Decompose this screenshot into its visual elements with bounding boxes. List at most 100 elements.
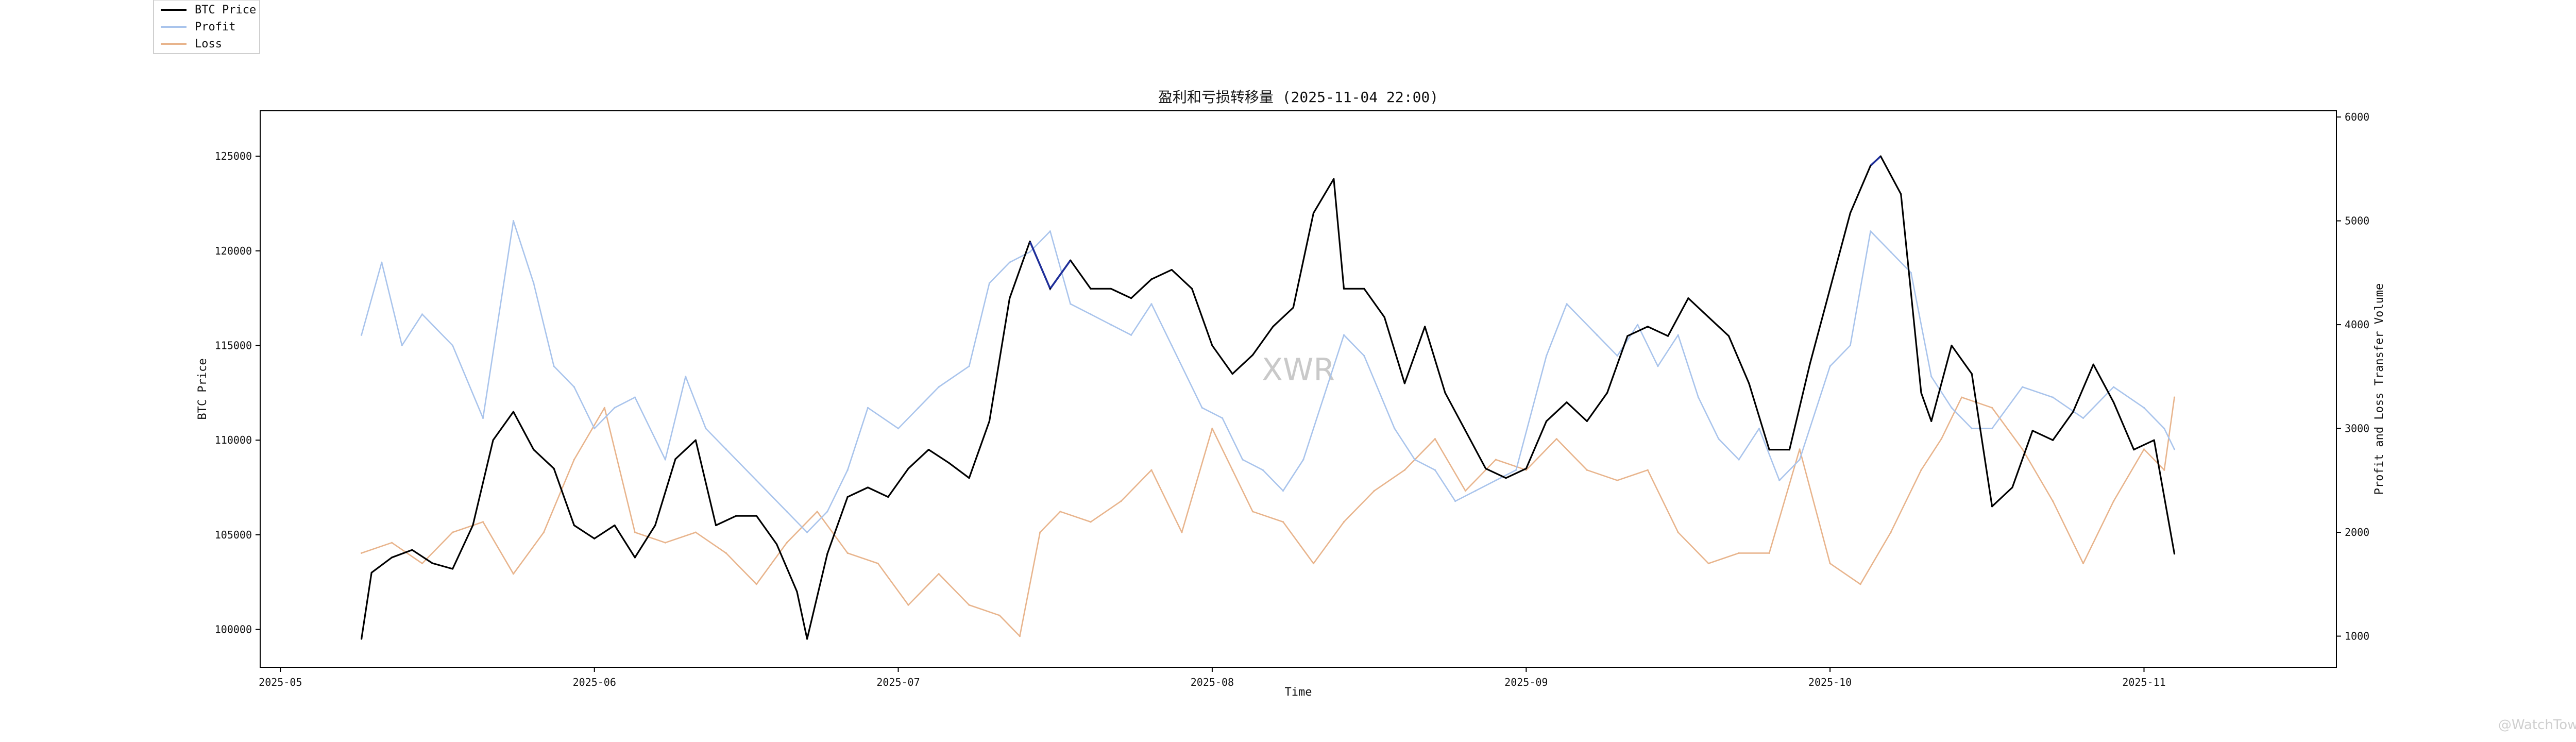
data-point-loss	[1343, 521, 1345, 523]
data-point-profit	[988, 282, 990, 284]
x-tick-label: 2025-11	[2122, 676, 2165, 688]
data-point-loss	[1231, 469, 1233, 471]
data-point-loss	[907, 604, 909, 606]
data-point-loss	[1920, 469, 1922, 471]
series-line-profit	[361, 220, 2175, 533]
data-point-btc-price	[1626, 335, 1629, 337]
data-point-btc-price	[451, 568, 454, 570]
data-point-loss	[786, 542, 788, 544]
data-point-loss	[694, 531, 697, 533]
data-point-btc-price	[1829, 288, 1831, 290]
data-point-loss	[634, 531, 636, 533]
data-point-loss	[2022, 448, 2024, 450]
data-point-profit	[2173, 448, 2176, 450]
data-point-profit	[685, 376, 687, 378]
data-point-btc-price	[512, 411, 515, 413]
data-point-loss	[2173, 396, 2176, 398]
data-point-profit	[573, 386, 575, 388]
data-point-btc-price	[826, 553, 828, 555]
data-point-loss	[1707, 562, 1709, 565]
data-point-btc-price	[1029, 240, 1031, 243]
data-point-btc-price	[907, 467, 909, 469]
data-point-btc-price	[1049, 288, 1051, 290]
data-point-profit	[1454, 500, 1456, 502]
data-point-profit	[1282, 490, 1284, 492]
data-point-btc-price	[1647, 326, 1649, 328]
data-point-btc-price	[1424, 326, 1426, 328]
data-point-profit	[1242, 459, 1244, 461]
data-point-loss	[2082, 562, 2084, 565]
data-point-profit	[1890, 251, 1892, 253]
data-point-btc-price	[1383, 316, 1385, 318]
axes: 2025-05 2025-06 2025-07 2025-08 2025-09 2025-…	[215, 111, 2369, 688]
data-point-loss	[1039, 531, 1041, 533]
data-point-btc-price	[1930, 420, 1933, 423]
data-point-btc-price	[1971, 373, 1973, 375]
data-point-btc-price	[1687, 297, 1689, 299]
data-point-profit	[1677, 334, 1679, 336]
data-point-profit	[614, 407, 616, 409]
data-point-profit	[594, 428, 596, 430]
data-point-profit	[2082, 417, 2084, 419]
data-point-btc-price	[1505, 477, 1507, 479]
data-point-loss	[1940, 438, 1942, 440]
data-point-loss	[361, 552, 363, 554]
data-point-btc-price	[2173, 553, 2176, 555]
data-point-btc-price	[1231, 373, 1233, 375]
data-point-btc-price	[1707, 316, 1709, 318]
data-point-loss	[1181, 531, 1183, 533]
data-point-profit	[1394, 428, 1396, 430]
data-point-loss	[1019, 635, 1021, 637]
data-point-btc-price	[1171, 269, 1173, 271]
data-point-profit	[451, 344, 454, 347]
data-point-profit	[1495, 479, 1497, 481]
data-point-profit	[2022, 386, 2024, 388]
data-point-profit	[1029, 251, 1031, 253]
data-point-profit	[867, 407, 869, 409]
data-point-profit	[1991, 428, 1993, 430]
data-point-profit	[1718, 438, 1720, 440]
y-right-tick-label: 5000	[2345, 215, 2369, 227]
data-point-btc-price	[1566, 401, 1568, 403]
data-point-profit	[482, 417, 484, 419]
data-point-btc-price	[796, 591, 798, 593]
data-point-btc-price	[1879, 155, 1882, 157]
data-point-loss	[2052, 500, 2054, 502]
data-point-btc-price	[1070, 259, 1072, 261]
data-point-btc-price	[1272, 326, 1274, 328]
y-left-tick-label: 105000	[215, 529, 252, 541]
data-point-btc-price	[1768, 449, 1770, 451]
data-point-profit	[533, 282, 535, 284]
data-point-btc-price	[1525, 467, 1527, 469]
chart-title: 盈利和亏损转移量 (2025-11-04 22:00)	[1158, 89, 1438, 106]
data-point-loss	[1090, 521, 1092, 523]
data-point-loss	[755, 583, 757, 585]
data-point-loss	[1434, 438, 1436, 440]
data-point-btc-price	[1606, 392, 1608, 394]
data-point-loss	[1586, 469, 1588, 471]
data-point-btc-price	[776, 543, 778, 545]
data-point-profit	[1070, 303, 1072, 305]
data-point-profit	[512, 220, 515, 222]
data-point-loss	[1495, 459, 1497, 461]
y-left-tick-label: 115000	[215, 340, 252, 352]
data-point-profit	[1150, 303, 1153, 305]
data-point-btc-price	[1292, 307, 1294, 309]
data-point-btc-price	[492, 439, 494, 441]
data-point-profit	[1566, 303, 1568, 305]
data-point-loss	[1991, 407, 1993, 409]
data-point-profit	[401, 344, 403, 347]
data-point-profit	[1778, 479, 1781, 481]
data-point-profit	[1201, 407, 1203, 409]
data-point-btc-price	[2052, 439, 2054, 441]
y-right-tick-label: 3000	[2345, 423, 2369, 435]
data-point-btc-price	[1951, 344, 1953, 347]
data-point-loss	[846, 552, 849, 554]
data-point-profit	[755, 479, 757, 481]
y-axis-right-label: Profit and Loss Transfer Volume	[2373, 283, 2386, 495]
data-point-btc-price	[614, 524, 616, 527]
data-point-btc-price	[846, 496, 849, 498]
x-axis-label: Time	[1285, 686, 1312, 699]
data-point-loss	[877, 562, 879, 565]
